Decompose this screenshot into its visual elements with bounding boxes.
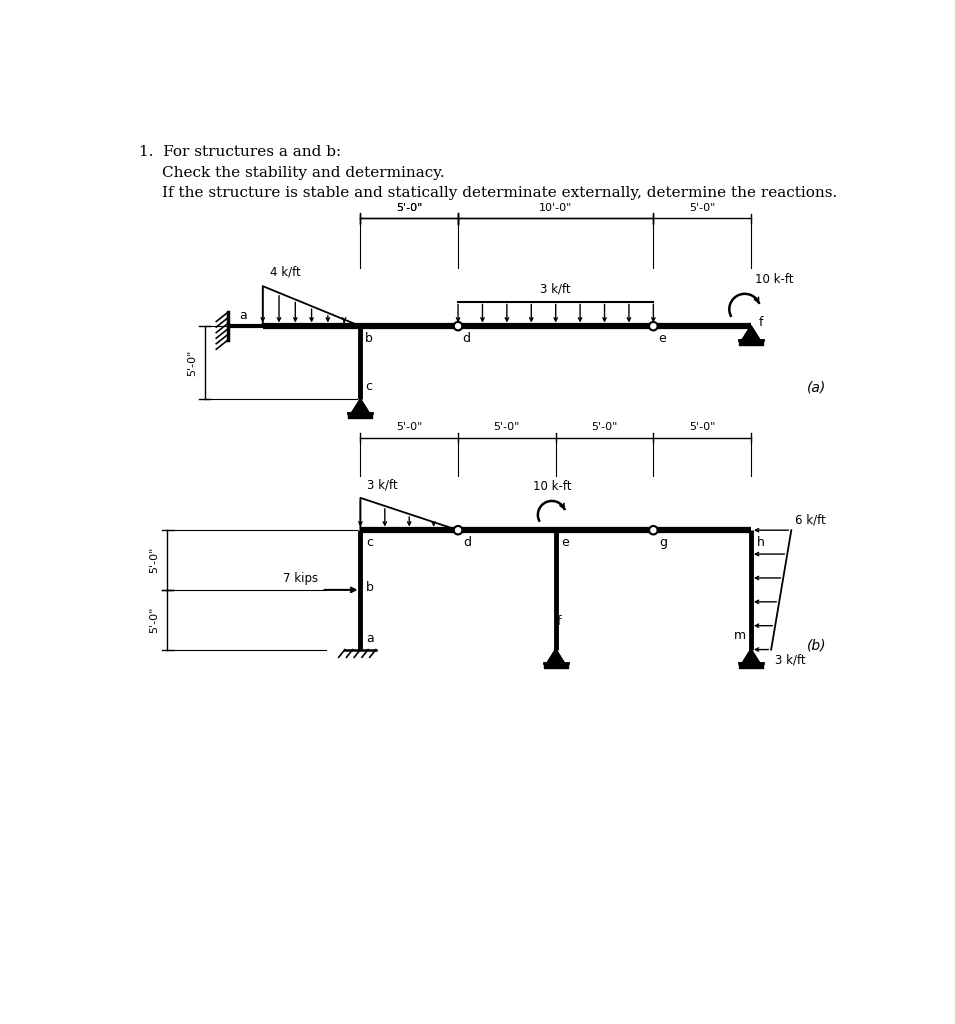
Text: 3 k/ft: 3 k/ft <box>541 283 571 295</box>
Polygon shape <box>742 327 759 340</box>
Text: d: d <box>463 333 471 345</box>
Text: 5'-0": 5'-0" <box>689 203 715 213</box>
Text: 5'-0": 5'-0" <box>187 349 197 376</box>
Text: m: m <box>733 629 746 642</box>
Polygon shape <box>547 649 564 664</box>
Text: 10'-0": 10'-0" <box>539 203 572 213</box>
Text: g: g <box>659 537 667 549</box>
Text: 5'-0": 5'-0" <box>494 423 520 432</box>
Text: 5'-0": 5'-0" <box>396 203 422 213</box>
Text: f: f <box>759 315 763 329</box>
Text: 3 k/ft: 3 k/ft <box>367 478 397 492</box>
Text: a: a <box>366 632 373 645</box>
Text: 5'-0": 5'-0" <box>150 606 159 633</box>
Text: 10 k-ft: 10 k-ft <box>533 480 571 494</box>
Text: (a): (a) <box>807 381 826 395</box>
Text: 5'-0": 5'-0" <box>396 423 422 432</box>
Text: Check the stability and determinacy.: Check the stability and determinacy. <box>162 166 445 180</box>
Text: 10 k-ft: 10 k-ft <box>754 273 794 286</box>
Text: (b): (b) <box>807 639 827 652</box>
Text: 1.  For structures a and b:: 1. For structures a and b: <box>138 145 341 159</box>
Text: c: c <box>365 380 372 393</box>
Circle shape <box>649 526 658 535</box>
Text: 6 k/ft: 6 k/ft <box>796 513 826 526</box>
Text: b: b <box>366 581 373 594</box>
Polygon shape <box>742 649 759 664</box>
Text: If the structure is stable and statically determinate externally, determine the : If the structure is stable and staticall… <box>162 186 838 200</box>
Text: 5'-0": 5'-0" <box>689 423 715 432</box>
Text: e: e <box>658 333 666 345</box>
Text: a: a <box>240 308 247 322</box>
Text: e: e <box>562 537 569 549</box>
Text: c: c <box>366 537 372 549</box>
Text: 3 k/ft: 3 k/ft <box>775 653 806 667</box>
Text: 5'-0": 5'-0" <box>591 423 618 432</box>
Text: 7 kips: 7 kips <box>283 572 318 586</box>
Text: 5'-0": 5'-0" <box>396 203 422 213</box>
Text: f: f <box>557 615 561 628</box>
Text: b: b <box>365 333 372 345</box>
Text: h: h <box>756 537 764 549</box>
Circle shape <box>454 322 462 331</box>
Text: 4 k/ft: 4 k/ft <box>270 265 301 279</box>
Circle shape <box>454 526 462 535</box>
Text: 5'-0": 5'-0" <box>150 547 159 573</box>
Polygon shape <box>351 399 369 413</box>
Text: d: d <box>463 537 472 549</box>
Circle shape <box>649 322 658 331</box>
